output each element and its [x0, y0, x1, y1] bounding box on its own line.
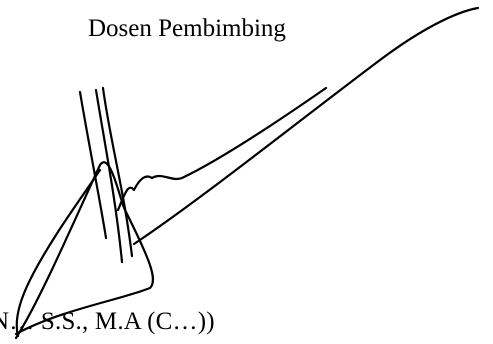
- supervisor-heading: Dosen Pembimbing: [88, 15, 286, 42]
- signature-stroke-rise: [132, 6, 480, 246]
- signature-stroke-loop: [15, 168, 102, 338]
- signature-stroke-wave: [116, 86, 328, 212]
- signature-stroke-vertical-2: [94, 88, 124, 264]
- signature-stroke-vertical-3: [101, 86, 134, 258]
- signature-stroke-vertical-1: [78, 90, 108, 240]
- signer-name: N… S.S., M.A (C…)): [0, 308, 215, 335]
- signer-name-line: N… S.S., M.A (C…)): [0, 304, 493, 344]
